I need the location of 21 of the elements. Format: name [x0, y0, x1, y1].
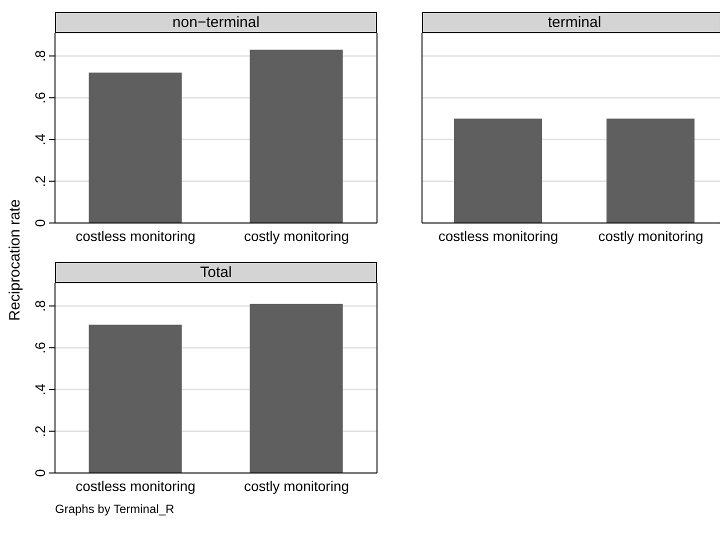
x-tick-label: costly monitoring — [598, 228, 704, 244]
chart-title: Total — [55, 262, 377, 283]
x-tick-label: costless monitoring — [438, 228, 558, 244]
y-tick-label: .2 — [32, 175, 48, 188]
y-tick-label: 0 — [32, 218, 48, 227]
x-tick-label: costless monitoring — [76, 478, 196, 494]
text: Graphs by Terminal_R — [55, 502, 174, 516]
y-tick-label: .6 — [32, 92, 48, 104]
y-tick-label: 0 — [32, 468, 48, 477]
y-tick-label: .6 — [32, 342, 48, 354]
y-tick-label: .8 — [32, 300, 48, 312]
y-tick-label: .4 — [32, 133, 48, 146]
x-tick-label: costly monitoring — [244, 228, 350, 244]
chart-title: terminal — [546, 13, 602, 33]
y-axis-title: Reciprocation rate — [7, 199, 24, 321]
y-tick-label: .4 — [32, 383, 48, 396]
chart-title: non−terminal — [55, 12, 377, 33]
y-tick-label: .8 — [32, 50, 48, 62]
x-tick-label: costless monitoring — [76, 228, 196, 244]
x-tick-label: costly monitoring — [244, 478, 350, 494]
y-tick-label: .2 — [32, 425, 48, 438]
